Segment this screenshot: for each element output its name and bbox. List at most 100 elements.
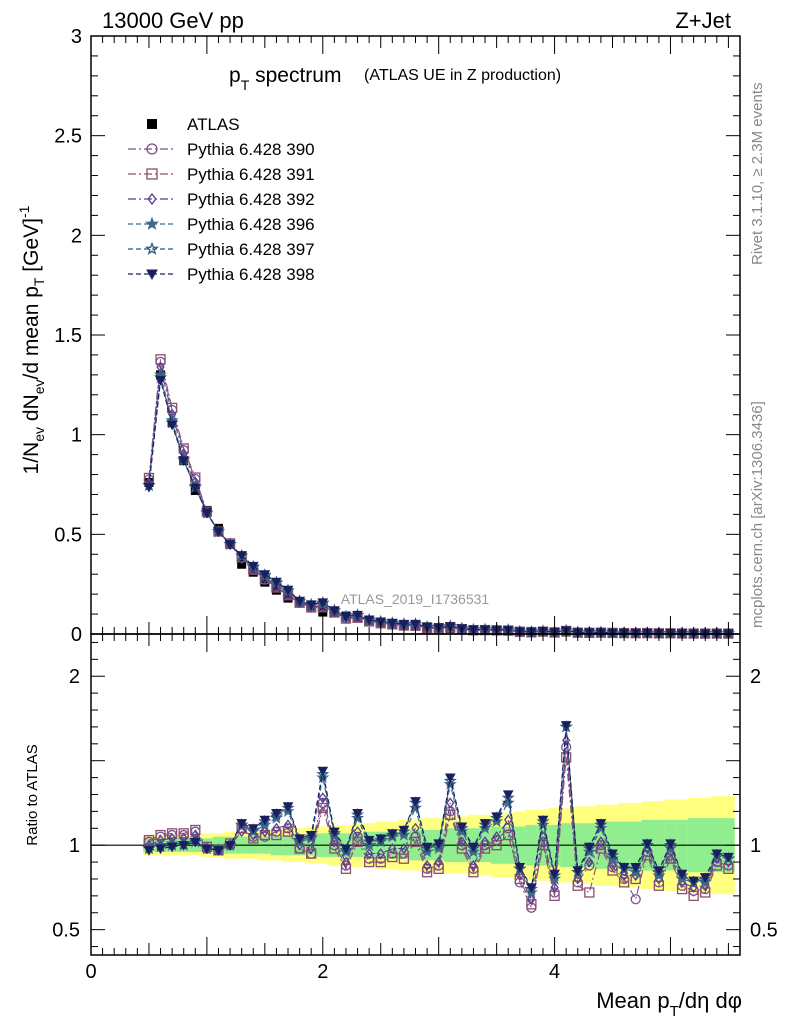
- ratio-point-2: [711, 860, 722, 871]
- ratio-point-6: [329, 827, 340, 838]
- ratio-point-6: [294, 834, 305, 844]
- legend-label-5: Pythia 6.428 397: [187, 240, 315, 259]
- mc-point-6: [282, 585, 294, 596]
- main-y-tick-label: 2: [71, 225, 82, 247]
- mc-point-6: [363, 615, 375, 626]
- ratio-point-6: [433, 839, 445, 850]
- ratio-point-6: [224, 841, 236, 851]
- main-y-tick-label: 3: [71, 26, 82, 48]
- ratio-point-2: [456, 843, 468, 854]
- mc-point-6: [247, 561, 259, 572]
- ratio-point-6: [386, 829, 398, 839]
- ratio-point-3: [318, 792, 327, 804]
- ratio-point-2: [352, 836, 363, 847]
- ratio-point-6: [340, 844, 352, 855]
- ratio-point-3: [411, 822, 420, 834]
- legend-label-6: Pythia 6.428 398: [187, 265, 315, 284]
- ratio-point-6: [282, 802, 294, 812]
- main-title: pT spectrum: [229, 64, 341, 93]
- mc-point-6: [410, 619, 421, 630]
- legend-label-3: Pythia 6.428 392: [187, 190, 315, 209]
- ratio-y-axis-label: Ratio to ATLAS: [24, 744, 41, 845]
- ratio-point-3: [388, 842, 397, 855]
- ratio-point-3: [353, 826, 362, 838]
- header-process-label: Z+Jet: [675, 8, 731, 33]
- mc-point-6: [201, 508, 213, 519]
- ratio-point-6: [723, 852, 734, 863]
- ratio-point-2: [329, 843, 340, 854]
- legend-marker-atlas: [147, 119, 157, 129]
- ratio-y-ticks: 0.5 0.5 1 1 2 2: [52, 641, 778, 948]
- ratio-point-6: [595, 819, 607, 829]
- ratio-point-2: [479, 843, 491, 854]
- main-watermark: ATLAS_2019_I1736531: [341, 591, 490, 607]
- ratio-point-4: [408, 801, 423, 814]
- ratio-point-6: [699, 873, 711, 883]
- ratio-point-3: [608, 859, 617, 872]
- mc-point-6: [236, 551, 248, 561]
- mc-point-6: [155, 375, 166, 386]
- ratio-point-3: [272, 822, 281, 834]
- legend-label-1: Pythia 6.428 390: [187, 140, 315, 159]
- ratio-point-6: [526, 883, 537, 893]
- ratio-point-6: [236, 819, 248, 829]
- ratio-point-3: [237, 826, 246, 838]
- ratio-point-6: [410, 797, 421, 807]
- legend-label-0: ATLAS: [187, 115, 240, 134]
- mc-point-6: [329, 606, 340, 616]
- mc-point-2: [155, 354, 166, 365]
- main-y-tick-label: 1: [71, 425, 82, 447]
- ratio-point-2: [700, 887, 711, 898]
- main-y-axis-label: 1/Nev dNev/d mean pT [GeV]-1: [16, 205, 47, 474]
- ratio-y-tick-label-right: 1: [750, 835, 761, 857]
- ratio-point-3: [619, 870, 629, 882]
- ratio-point-6: [607, 849, 618, 860]
- ratio-point-3: [283, 819, 293, 831]
- ratio-point-2: [503, 829, 514, 841]
- ratio-point-6: [363, 836, 375, 846]
- ratio-line-6: [148, 725, 729, 890]
- mc-point-6: [143, 482, 155, 493]
- ratio-point-6: [665, 839, 676, 850]
- mc-point-6: [386, 618, 398, 629]
- ratio-point-3: [561, 734, 571, 747]
- ratio-point-3: [527, 893, 536, 905]
- ratio-point-2: [526, 899, 537, 910]
- legend-marker-6: [146, 269, 158, 281]
- ratio-point-2: [421, 867, 433, 878]
- x-ticks: 0 2 4: [85, 36, 741, 983]
- ratio-point-6: [479, 819, 491, 829]
- ratio-point-2: [433, 863, 444, 874]
- x-tick-label: 0: [85, 961, 96, 983]
- ratio-point-2: [572, 880, 583, 891]
- ratio-y-tick-label-left: 0.5: [52, 920, 80, 942]
- ratio-point-3: [585, 856, 594, 868]
- ratio-point-2: [445, 809, 456, 820]
- ratio-point-6: [514, 863, 526, 873]
- ratio-point-2: [317, 802, 328, 814]
- ratio-point-6: [456, 822, 468, 833]
- ratio-point-6: [572, 866, 584, 877]
- ratio-point-2: [676, 883, 688, 895]
- ratio-point-6: [491, 812, 502, 822]
- x-axis-label: Mean pT/dη dφ: [596, 988, 742, 1020]
- ratio-point-2: [468, 867, 479, 878]
- ratio-panel: 0.5 0.5 1 1 2 2 0 2 4 Ratio to ATLAS Mean pT/dη…: [24, 36, 778, 1020]
- ratio-point-3: [399, 842, 409, 855]
- ratio-point-3: [504, 814, 513, 826]
- side-text-rivet: Rivet 3.1.10, ≥ 2.3M events: [749, 83, 766, 266]
- ratio-point-6: [537, 815, 549, 826]
- ratio-line-3: [148, 740, 729, 901]
- legend-label-4: Pythia 6.428 396: [187, 215, 315, 234]
- ratio-point-3: [446, 797, 455, 809]
- ratio-point-2: [259, 829, 270, 841]
- ratio-point-2: [306, 848, 317, 859]
- x-tick-label: 4: [549, 961, 560, 983]
- ratio-point-3: [550, 881, 559, 894]
- ratio-point-3: [457, 836, 467, 848]
- mc-point-6: [178, 456, 190, 467]
- ratio-point-6: [247, 824, 259, 834]
- ratio-point-2: [561, 752, 572, 763]
- ratio-point-6: [201, 844, 213, 855]
